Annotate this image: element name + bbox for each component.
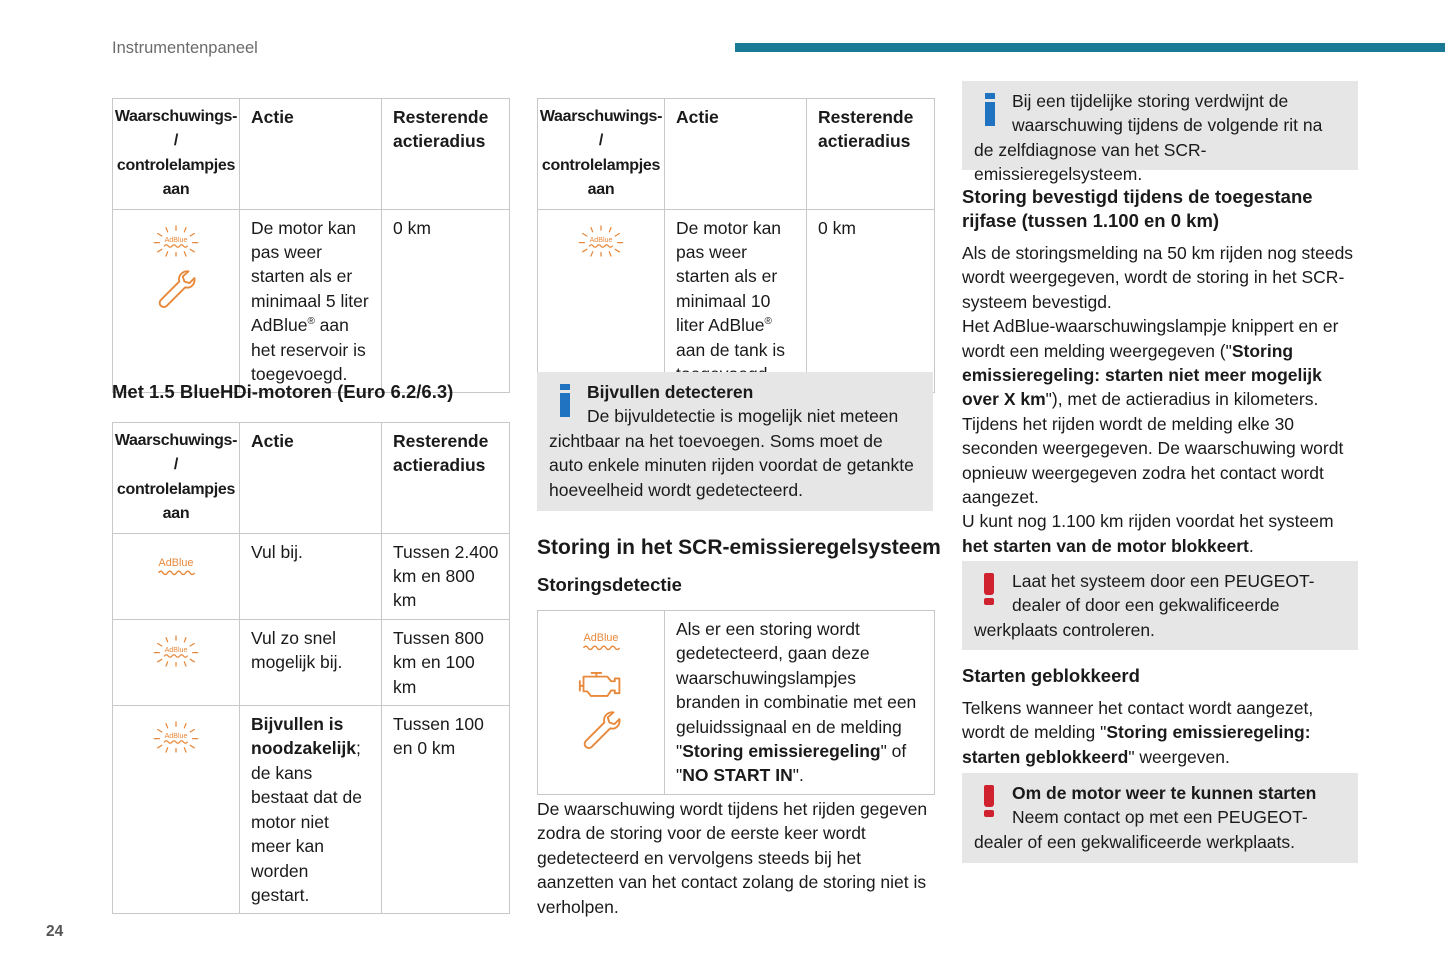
adblue-blink-icon xyxy=(151,720,201,754)
range-cell: Tussen 100 en 0 km xyxy=(381,705,510,915)
note-title: Bijvullen detecteren xyxy=(587,382,754,402)
confirmed-p4-bold: het starten van de motor blokkeert xyxy=(962,535,1249,556)
detection-text-end: ". xyxy=(792,765,804,786)
confirmed-p2-end: "), met de actieradius in kilometers. xyxy=(1045,389,1319,410)
wrench-icon xyxy=(155,268,197,310)
header-accent-bar xyxy=(735,43,1445,52)
warning-note-restart: Om de motor weer te kunnen starten Neem … xyxy=(962,773,1358,863)
action-cell: De motor kan pas weer starten als er min… xyxy=(664,208,807,394)
action-text-end: aan het reservoir is toegevoegd. xyxy=(251,315,366,385)
table-header-row: Waarschuwings- / controlelampjes aan Act… xyxy=(112,422,510,534)
range-cell: Tussen 800 km en 100 km xyxy=(381,618,510,707)
adblue-icon xyxy=(151,554,201,580)
table-row: Als er een storing wordt gedetecteerd, g… xyxy=(537,610,935,795)
blocked-text: Telkens wanneer het contact wordt aangez… xyxy=(962,696,1358,769)
confirmed-p4: U kunt nog 1.100 km rijden voordat het s… xyxy=(962,511,1334,532)
note-text: De bijvuldetectie is mogelijk niet metee… xyxy=(549,406,914,500)
range-cell: 0 km xyxy=(806,208,935,394)
detection-text-cell: Als er een storing wordt gedetecteerd, g… xyxy=(664,610,935,795)
action-text: De motor kan pas weer starten als er min… xyxy=(676,217,782,336)
page-number: 24 xyxy=(46,923,64,940)
action-text: ; de kans bestaat dat de motor niet meer… xyxy=(251,738,362,905)
message-no-start: NO START IN xyxy=(682,765,793,786)
note-text: Bij een tijdelijke storing verdwijnt de … xyxy=(974,91,1323,185)
section-title-euro: Met 1.5 BlueHDi-motoren (Euro 6.2/6.3) xyxy=(112,381,454,402)
header-col-action: Actie xyxy=(664,98,807,210)
detection-text-join: " of " xyxy=(676,741,907,786)
blocked-p: Telkens wanneer het contact wordt aangez… xyxy=(962,698,1314,743)
range-cell: 0 km xyxy=(381,208,510,394)
message-countdown: Storing emissieregeling: starten niet me… xyxy=(962,340,1322,410)
info-icon xyxy=(974,89,1012,133)
message-storing: Storing emissieregeling xyxy=(682,741,881,762)
lamp-cell xyxy=(112,705,240,915)
adblue-blink-icon xyxy=(151,224,201,258)
detection-text: Als er een storing wordt gedetecteerd, g… xyxy=(676,619,917,762)
message-blocked: Storing emissieregeling: starten geblokk… xyxy=(962,722,1311,767)
header-col-range: Resterende actieradius xyxy=(806,98,935,210)
adblue-icon xyxy=(576,629,626,655)
info-note-refill: Bijvullen detecteren De bijvuldetectie i… xyxy=(537,372,933,511)
header-col-range: Resterende actieradius xyxy=(381,98,510,210)
warning-note-dealer: Laat het systeem door een PEUGEOT-dealer… xyxy=(962,561,1358,650)
header-col-lamps: Waarschuwings- / controlelampjes aan xyxy=(112,98,240,210)
action-cell: Vul zo snel mogelijk bij. xyxy=(239,618,382,707)
table-row: Vul bij. Tussen 2.400 km en 800 km xyxy=(112,532,510,620)
confirmed-p4-end: . xyxy=(1248,535,1254,556)
registered-mark: ® xyxy=(307,316,315,328)
adblue-blink-icon xyxy=(151,634,201,668)
confirmed-p2: Het AdBlue-waarschuwingslampje knippert … xyxy=(962,316,1339,361)
confirmed-p1: Als de storingsmelding na 50 km rijden n… xyxy=(962,243,1354,312)
registered-mark: ® xyxy=(764,316,772,328)
action-text-bold: Bijvullen is noodzakelijk xyxy=(251,714,357,759)
table-row: Bijvullen is noodzakelijk; de kans besta… xyxy=(112,705,510,915)
header-col-action: Actie xyxy=(239,422,382,534)
scr-table: Als er een storing wordt gedetecteerd, g… xyxy=(537,610,935,795)
warning-table-1: Waarschuwings- / controlelampjes aan Act… xyxy=(112,98,510,394)
warning-icon xyxy=(974,781,1012,825)
lamp-cell xyxy=(112,618,240,707)
warning-table-3: Waarschuwings- / controlelampjes aan Act… xyxy=(537,98,935,394)
header-col-lamps: Waarschuwings- / controlelampjes aan xyxy=(537,98,665,210)
lamp-cell xyxy=(537,610,665,795)
table-row: De motor kan pas weer starten als er min… xyxy=(537,208,935,394)
scr-paragraph: De waarschuwing wordt tijdens het rijden… xyxy=(537,799,928,917)
info-icon xyxy=(549,380,587,424)
lamp-cell xyxy=(537,208,665,394)
section-title-confirmed: Storing bevestigd tijdens de toegestane … xyxy=(962,186,1313,232)
subtitle-detection: Storingsdetectie xyxy=(537,574,682,595)
lamp-cell xyxy=(112,208,240,394)
section-title-scr: Storing in het SCR-emissieregelsysteem xyxy=(537,536,941,559)
action-cell: Bijvullen is noodzakelijk; de kans besta… xyxy=(239,705,382,915)
action-cell: De motor kan pas weer starten als er min… xyxy=(239,208,382,394)
action-cell: Vul bij. xyxy=(239,532,382,620)
header-col-range: Resterende actieradius xyxy=(381,422,510,534)
confirmed-text: Als de storingsmelding na 50 km rijden n… xyxy=(962,241,1358,558)
warning-table-2: Waarschuwings- / controlelampjes aan Act… xyxy=(112,422,510,915)
range-cell: Tussen 2.400 km en 800 km xyxy=(381,532,510,620)
note-text: Neem contact op met een PEUGEOT-dealer o… xyxy=(974,807,1308,852)
lamp-cell xyxy=(112,532,240,620)
action-text: De motor kan pas weer starten als er min… xyxy=(251,217,369,336)
table-header-row: Waarschuwings- / controlelampjes aan Act… xyxy=(112,98,510,210)
engine-icon xyxy=(578,667,624,701)
note-text: Laat het systeem door een PEUGEOT-dealer… xyxy=(974,571,1315,640)
table-row: De motor kan pas weer starten als er min… xyxy=(112,208,510,394)
section-title-blocked: Starten geblokkeerd xyxy=(962,665,1140,686)
header-col-lamps: Waarschuwings- / controlelampjes aan xyxy=(112,422,240,534)
confirmed-p3: Tijdens het rijden wordt de melding elke… xyxy=(962,413,1344,508)
table-header-row: Waarschuwings- / controlelampjes aan Act… xyxy=(537,98,935,210)
header-col-action: Actie xyxy=(239,98,382,210)
page-header-title: Instrumentenpaneel xyxy=(112,39,258,57)
info-note-temporary: Bij een tijdelijke storing verdwijnt de … xyxy=(962,81,1358,184)
note-title: Om de motor weer te kunnen starten xyxy=(1012,783,1317,803)
warning-icon xyxy=(974,569,1012,613)
table-row: Vul zo snel mogelijk bij. Tussen 800 km … xyxy=(112,618,510,707)
wrench-icon xyxy=(580,709,622,751)
adblue-blink-icon xyxy=(576,224,626,258)
blocked-p-end: " weergeven. xyxy=(1128,746,1230,767)
